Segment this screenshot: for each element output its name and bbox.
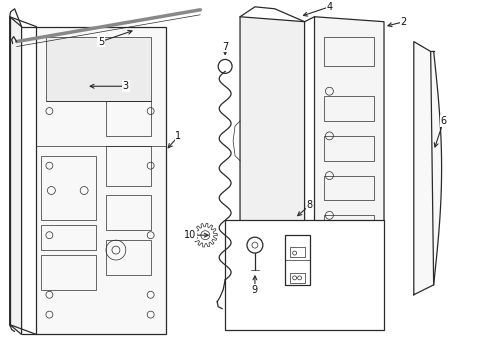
Bar [290, 273, 305, 283]
Bar [42, 225, 96, 250]
Bar [285, 235, 310, 285]
Text: 2: 2 [401, 17, 407, 27]
Text: 9: 9 [252, 285, 258, 295]
Polygon shape [315, 17, 384, 310]
Polygon shape [10, 17, 22, 334]
Text: 8: 8 [306, 201, 313, 210]
Text: 3: 3 [123, 81, 129, 91]
Bar [324, 136, 374, 161]
Text: 10: 10 [184, 230, 196, 240]
Polygon shape [36, 27, 166, 334]
Bar [42, 255, 96, 290]
Text: 6: 6 [441, 116, 447, 126]
Bar [324, 176, 374, 201]
Bar [106, 101, 150, 136]
Bar [324, 250, 374, 285]
Bar [290, 247, 305, 257]
Text: 4: 4 [326, 2, 332, 12]
Text: 7: 7 [222, 41, 228, 51]
Text: 1: 1 [175, 131, 181, 141]
Bar [106, 240, 150, 275]
Bar [106, 146, 150, 185]
Bar [324, 96, 374, 121]
Bar [225, 220, 384, 329]
Bar [106, 195, 150, 230]
Polygon shape [240, 17, 305, 310]
Bar [324, 37, 374, 66]
Bar [42, 156, 96, 220]
Bar [324, 215, 374, 240]
Bar [47, 37, 150, 101]
Text: 5: 5 [98, 37, 104, 46]
Polygon shape [414, 41, 441, 295]
